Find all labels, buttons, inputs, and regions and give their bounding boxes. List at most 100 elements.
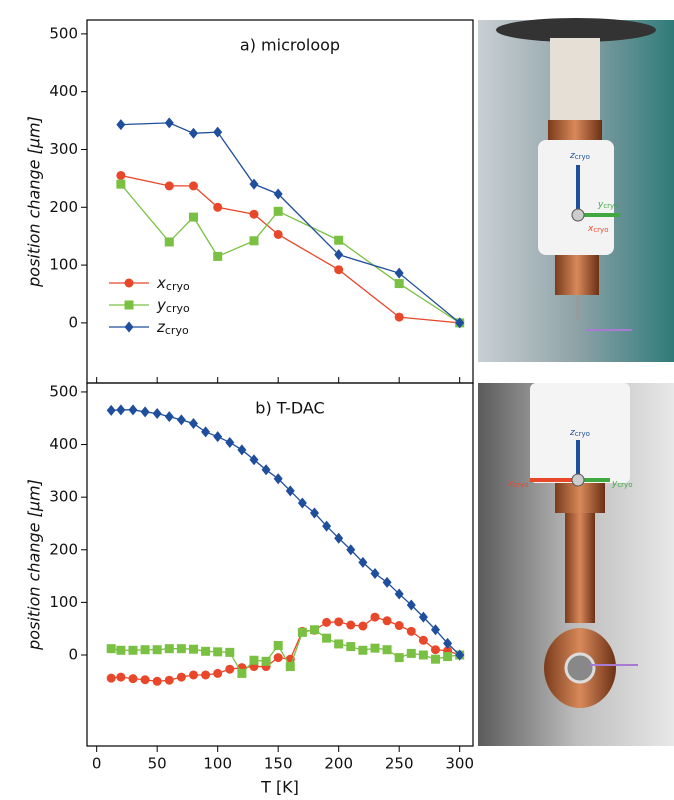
y-tick-label: 200 [49, 540, 78, 558]
marker [455, 649, 465, 661]
y-tick-label: 0 [68, 645, 78, 663]
marker [334, 235, 344, 245]
marker [152, 676, 162, 686]
marker [370, 567, 380, 579]
marker [249, 178, 259, 190]
marker [201, 646, 211, 656]
marker [382, 616, 392, 626]
marker [273, 229, 283, 239]
marker [394, 653, 404, 663]
marker [152, 408, 162, 420]
marker [334, 265, 344, 275]
marker [188, 212, 198, 222]
marker [394, 588, 404, 600]
marker [128, 645, 138, 655]
marker [116, 179, 126, 189]
x-tick-label: 300 [445, 755, 474, 773]
marker [309, 625, 319, 635]
photo-bottom [478, 383, 674, 746]
marker [297, 627, 307, 637]
y-tick-label: 300 [49, 140, 78, 158]
marker [370, 612, 380, 622]
marker [382, 645, 392, 655]
marker [406, 626, 416, 636]
marker [188, 181, 198, 191]
legend-marker [124, 300, 134, 310]
marker [140, 406, 150, 418]
photo-axis-label: xcryo [587, 224, 608, 235]
marker [430, 654, 440, 664]
legend-marker [124, 278, 134, 288]
marker [394, 267, 404, 279]
photo-axis-label: ycryo [597, 200, 618, 211]
marker [164, 411, 174, 423]
marker [370, 643, 380, 653]
x-tick-label: 250 [385, 755, 414, 773]
photo-axis-label: zcryo [569, 428, 590, 439]
photo-axis-label: xcryo [507, 479, 528, 490]
marker [152, 645, 162, 655]
y-tick-label: 0 [68, 313, 78, 331]
marker [394, 312, 404, 322]
marker [188, 644, 198, 654]
marker [116, 170, 126, 180]
y-tick-label: 200 [49, 198, 78, 216]
marker [394, 621, 404, 631]
marker [322, 617, 332, 627]
marker [358, 621, 368, 631]
marker [443, 637, 453, 649]
legend-marker [124, 321, 134, 333]
marker [213, 126, 223, 138]
marker [188, 418, 198, 430]
chart-title: b) T-DAC [255, 399, 324, 418]
marker [116, 645, 126, 655]
marker [261, 656, 271, 666]
marker [237, 444, 247, 456]
plot-frame [86, 382, 474, 747]
marker [116, 404, 126, 416]
plot-frame [86, 19, 474, 384]
x-tick-label: 50 [148, 755, 167, 773]
x-tick-label: 100 [203, 755, 232, 773]
photo-axis-label: ycryo [611, 479, 632, 490]
marker [188, 670, 198, 680]
marker [322, 520, 332, 532]
legend-label: ycryo [156, 296, 190, 316]
marker [213, 251, 223, 261]
marker [334, 532, 344, 544]
chart-title: a) microloop [240, 36, 340, 55]
marker [140, 675, 150, 685]
marker [213, 202, 223, 212]
marker [249, 655, 259, 665]
y-tick-label: 500 [49, 24, 78, 42]
marker [164, 644, 174, 654]
marker [418, 611, 428, 623]
marker [225, 436, 235, 448]
marker [358, 556, 368, 568]
y-tick-label: 100 [49, 593, 78, 611]
legend-label: zcryo [156, 318, 189, 338]
marker [406, 648, 416, 658]
marker [106, 644, 116, 654]
marker [443, 652, 453, 662]
marker [346, 544, 356, 556]
marker [394, 279, 404, 289]
marker [418, 650, 428, 660]
marker [346, 642, 356, 652]
marker [430, 624, 440, 636]
marker [225, 664, 235, 674]
marker [346, 620, 356, 630]
marker [273, 188, 283, 200]
marker [116, 672, 126, 682]
marker [322, 633, 332, 643]
marker [106, 673, 116, 683]
y-tick-label: 400 [49, 82, 78, 100]
marker [249, 236, 259, 246]
marker [176, 414, 186, 426]
marker [334, 249, 344, 261]
y-tick-label: 400 [49, 435, 78, 453]
marker [273, 653, 283, 663]
marker [249, 454, 259, 466]
marker [225, 647, 235, 657]
